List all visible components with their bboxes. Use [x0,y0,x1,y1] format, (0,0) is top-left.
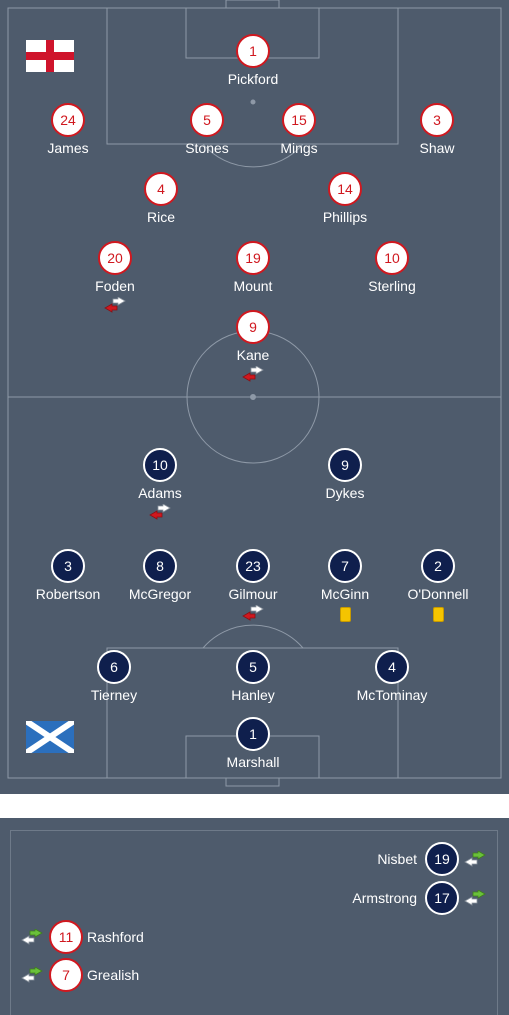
shirt-number: 1 [236,717,270,751]
shirt-number: 19 [236,241,270,275]
player-name: McGregor [128,586,192,602]
shirt-number: 17 [425,881,459,915]
substitution-in-icon [21,929,43,945]
player-home[interactable]: 15 Mings [239,103,359,157]
shirt-number: 3 [51,549,85,583]
shirt-number: 10 [375,241,409,275]
substitution-in-icon [464,890,486,906]
shirt-number: 15 [282,103,316,137]
player-name: Tierney [90,687,138,703]
yellow-card-icon [339,607,351,622]
player-name: Rice [146,209,175,225]
player-name: Stones [185,140,229,156]
substitution-out-icon [104,297,126,313]
pitch: 1 Pickford 24 James 5 Stones 15 Mings 3 … [0,0,509,794]
player-home[interactable]: 19 Mount [193,241,313,295]
player-name: Armstrong [352,890,417,906]
player-name: James [47,140,89,156]
substitution-in-icon [464,851,486,867]
player-name: Adams [138,485,182,501]
shirt-number: 23 [236,549,270,583]
player-away[interactable]: 9 Dykes [285,448,405,502]
shirt-number: 4 [375,650,409,684]
shirt-number: 7 [328,549,362,583]
player-name: Gilmour [228,586,278,602]
player-away[interactable]: 3 Robertson [8,549,128,603]
player-name: Robertson [35,586,101,602]
player-away[interactable]: 7 McGinn [285,549,405,622]
player-away[interactable]: 4 McTominay [332,650,452,704]
player-away[interactable]: 5 Hanley [193,650,313,704]
substitute-away[interactable]: Nisbet 19 [377,840,487,878]
substitution-in-icon [21,967,43,983]
substitutes-panel: Nisbet 19 Armstrong 17 11 Rashford 7 Gre… [0,818,509,1015]
player-name: Mings [280,140,318,156]
player-home[interactable]: 5 Stones [147,103,267,157]
player-name: Phillips [322,209,368,225]
shirt-number: 4 [144,172,178,206]
substitute-home[interactable]: 11 Rashford [20,918,144,956]
player-away[interactable]: 2 O'Donnell [378,549,498,622]
player-home[interactable]: 10 Sterling [332,241,452,295]
substitution-out-icon [242,366,264,382]
shirt-number: 6 [97,650,131,684]
player-home[interactable]: 1 Pickford [193,34,313,88]
player-name: Kane [236,347,270,363]
player-name: Sterling [368,278,416,294]
player-name: Dykes [325,485,365,501]
shirt-number: 11 [49,920,83,954]
shirt-number: 9 [328,448,362,482]
player-name: Pickford [227,71,279,87]
shirt-number: 10 [143,448,177,482]
player-name: Hanley [231,687,275,703]
yellow-card-icon [432,607,444,622]
shirt-number: 8 [143,549,177,583]
player-name: Grealish [87,967,140,983]
substitutes-frame [10,830,498,1015]
shirt-number: 3 [420,103,454,137]
substitute-away[interactable]: Armstrong 17 [352,879,487,917]
substitution-out-icon [242,605,264,621]
player-away[interactable]: 10 Adams [100,448,220,520]
shirt-number: 24 [51,103,85,137]
england-flag-icon [26,40,74,72]
shirt-number: 9 [236,310,270,344]
player-name: Marshall [226,754,280,770]
substitute-home[interactable]: 7 Grealish [20,956,139,994]
substitution-out-icon [149,504,171,520]
shirt-number: 1 [236,34,270,68]
shirt-number: 7 [49,958,83,992]
player-name: Rashford [87,929,144,945]
player-away[interactable]: 1 Marshall [193,717,313,771]
player-home[interactable]: 24 James [8,103,128,157]
shirt-number: 5 [236,650,270,684]
player-name: McTominay [356,687,428,703]
player-name: Nisbet [377,851,417,867]
player-away[interactable]: 6 Tierney [54,650,174,704]
player-name: Shaw [419,140,455,156]
player-home[interactable]: 20 Foden [55,241,175,313]
player-home[interactable]: 14 Phillips [285,172,405,226]
shirt-number: 20 [98,241,132,275]
player-home[interactable]: 9 Kane [193,310,313,382]
player-away[interactable]: 23 Gilmour [193,549,313,621]
player-name: Mount [233,278,273,294]
shirt-number: 19 [425,842,459,876]
player-home[interactable]: 3 Shaw [377,103,497,157]
player-name: O'Donnell [407,586,469,602]
shirt-number: 5 [190,103,224,137]
player-home[interactable]: 4 Rice [101,172,221,226]
player-name: McGinn [320,586,370,602]
shirt-number: 14 [328,172,362,206]
shirt-number: 2 [421,549,455,583]
player-away[interactable]: 8 McGregor [100,549,220,603]
player-name: Foden [95,278,135,294]
scotland-flag-icon [26,721,74,753]
